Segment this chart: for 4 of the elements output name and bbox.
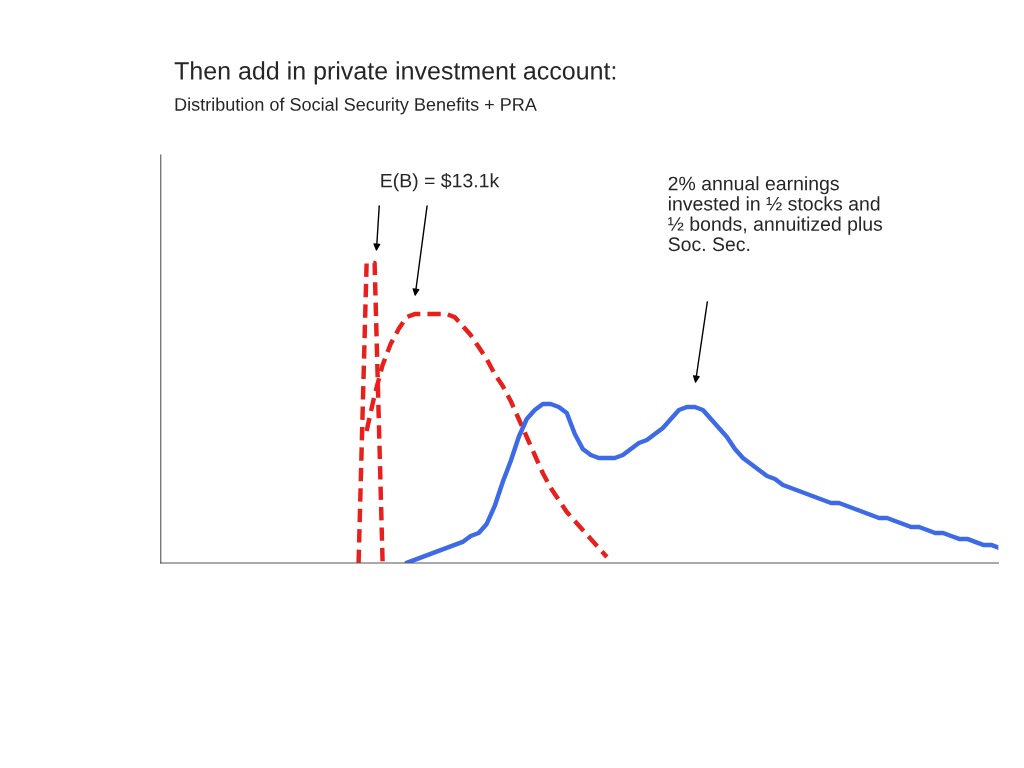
chart-title: Then add in private investment account: <box>174 61 616 85</box>
text: E(B) = $13.1k <box>381 172 500 192</box>
chart-subtitle: Distribution of Social Security Benefits + PRA <box>175 97 537 115</box>
text: 2% annual earnings invested in ½ stocks and ½ bonds, annuitized plus Soc. Sec. <box>668 176 883 252</box>
